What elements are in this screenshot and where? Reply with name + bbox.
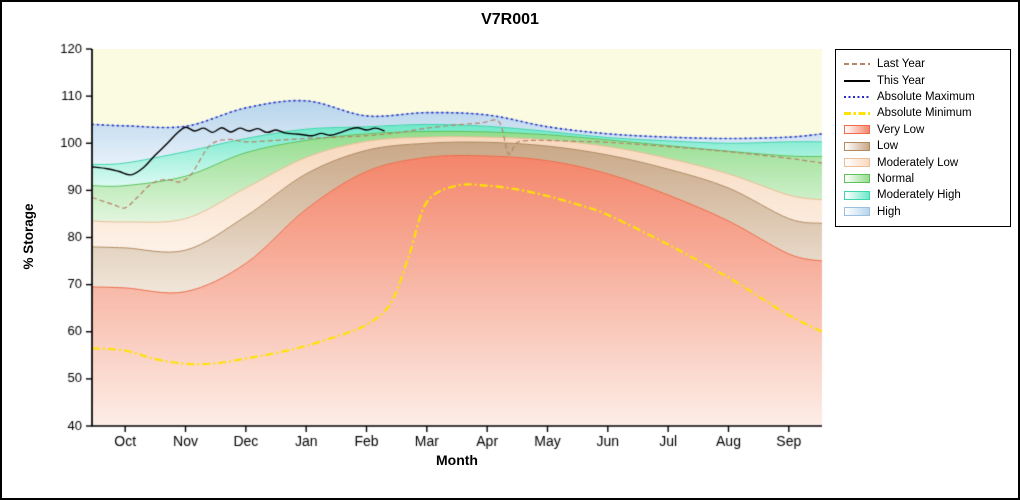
legend-item: Absolute Minimum xyxy=(844,105,1002,121)
legend-label: High xyxy=(877,205,901,218)
legend-item: Low xyxy=(844,138,1002,154)
legend-item: This Year xyxy=(844,72,1002,88)
chart-title: V7R001 xyxy=(481,11,539,28)
legend: Last Year This Year Absolute Maximum Absolu… xyxy=(835,49,1011,227)
legend-item: Last Year xyxy=(844,56,1002,72)
legend-band-swatch xyxy=(844,174,870,184)
legend-line-swatch xyxy=(844,79,870,82)
legend-band-swatch xyxy=(844,190,870,200)
legend-band-swatch xyxy=(844,125,870,135)
legend-line-swatch xyxy=(844,111,870,115)
legend-band-swatch xyxy=(844,141,870,151)
legend-item: Normal xyxy=(844,171,1002,187)
legend-label: Last Year xyxy=(877,58,925,71)
legend-band-swatch xyxy=(844,158,870,168)
legend-label: Very Low xyxy=(877,123,925,136)
legend-line-swatch xyxy=(844,63,870,66)
y-axis-label: % Storage xyxy=(21,203,36,270)
legend-line-swatch xyxy=(844,95,870,98)
legend-item: Moderately Low xyxy=(844,154,1002,170)
legend-label: This Year xyxy=(877,74,925,87)
legend-label: Absolute Minimum xyxy=(877,107,972,120)
legend-band-swatch xyxy=(844,207,870,217)
legend-label: Absolute Maximum xyxy=(877,90,975,103)
legend-label: Moderately Low xyxy=(877,156,959,169)
legend-item: High xyxy=(844,204,1002,220)
legend-label: Normal xyxy=(877,172,915,185)
legend-item: Moderately High xyxy=(844,187,1002,203)
legend-item: Absolute Maximum xyxy=(844,89,1002,105)
legend-label: Moderately High xyxy=(877,189,961,202)
legend-item: Very Low xyxy=(844,122,1002,138)
x-axis-label: Month xyxy=(436,452,478,468)
legend-label: Low xyxy=(877,140,899,153)
